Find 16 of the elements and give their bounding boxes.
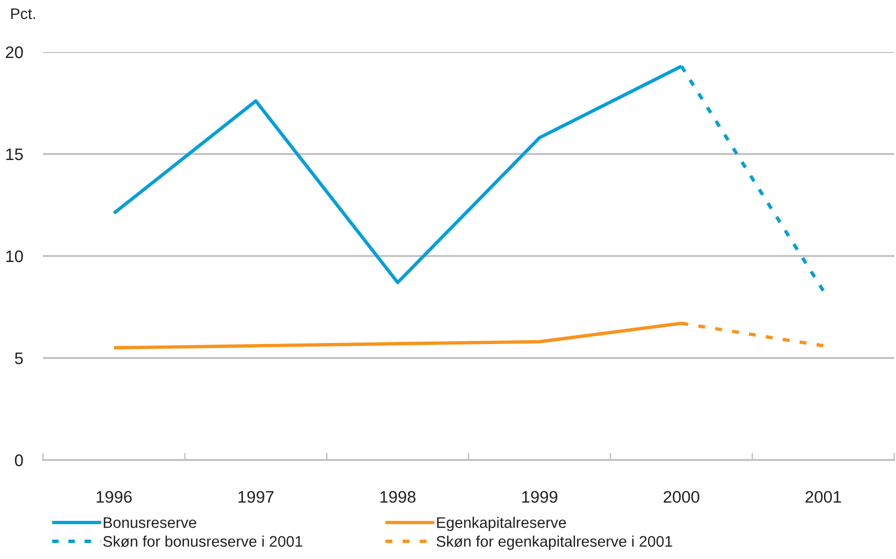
y-tick-label: 0 [14,454,23,466]
x-tick-label: 1998 [380,490,416,503]
legend-label: Skøn for bonusreserve i 2001 [103,536,302,547]
y-axis-title: Pct. [11,8,35,20]
x-tick-label: 2001 [806,490,841,503]
y-tick-label: 5 [14,352,23,364]
x-tick-label: 1996 [96,490,132,503]
legend-label: Egenkapitalreserve [437,516,566,532]
y-tick-label: 20 [6,46,23,58]
y-tick-label: 10 [6,250,23,262]
x-tick-label: 1997 [238,490,274,503]
legend-label: Bonusreserve [104,517,196,528]
legend-label: Skøn for egenkapitalreserve i 2001 [436,536,672,550]
y-tick-label: 15 [6,148,23,160]
x-tick-label: 2000 [664,490,700,503]
x-tick-label: 1999 [522,490,558,503]
